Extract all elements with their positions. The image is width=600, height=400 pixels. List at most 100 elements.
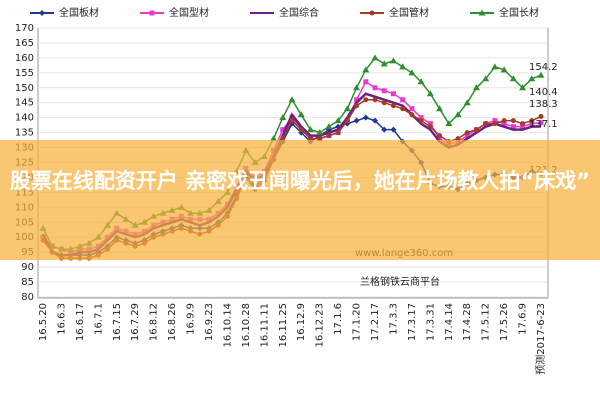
marker xyxy=(473,127,479,133)
marker xyxy=(307,136,313,142)
marker xyxy=(306,126,314,133)
marker xyxy=(353,117,360,124)
marker xyxy=(363,79,369,85)
marker xyxy=(510,118,516,124)
marker xyxy=(372,85,378,91)
marker xyxy=(39,10,45,16)
marker xyxy=(510,124,516,130)
marker xyxy=(417,78,425,85)
x-tick-label: 16.6.3 xyxy=(56,303,67,335)
marker xyxy=(389,57,397,64)
end-label: 154.2 xyxy=(529,62,558,73)
x-tick-label: 17.3.31 xyxy=(425,303,436,341)
marker xyxy=(437,133,443,139)
x-tick-label: 16.12.9 xyxy=(296,303,307,341)
marker xyxy=(427,121,433,127)
end-label: 137.1 xyxy=(529,119,558,130)
y-tick-label: 170 xyxy=(15,23,34,34)
marker xyxy=(289,118,295,124)
marker xyxy=(400,97,406,103)
legend-label: 全国长材 xyxy=(499,6,539,19)
marker xyxy=(390,126,397,133)
marker xyxy=(520,121,526,127)
marker xyxy=(464,130,470,136)
marker xyxy=(317,136,323,142)
marker xyxy=(418,115,424,121)
marker xyxy=(483,121,489,127)
x-tick-label: 17.1.20 xyxy=(352,303,363,341)
marker xyxy=(519,84,527,91)
x-tick-label: 16.8.12 xyxy=(149,303,160,341)
y-tick-label: 150 xyxy=(15,83,34,94)
x-tick-label: 17.2.17 xyxy=(370,303,381,341)
marker xyxy=(454,111,462,118)
marker xyxy=(354,103,360,109)
y-tick-label: 160 xyxy=(15,53,34,64)
x-tick-label: 17.3.17 xyxy=(407,303,418,341)
x-tick-label: 16.10.28 xyxy=(241,303,252,348)
marker xyxy=(325,123,333,130)
marker xyxy=(390,91,396,97)
marker xyxy=(390,103,396,109)
marker xyxy=(427,124,433,130)
legend-label: 全国型材 xyxy=(169,6,209,19)
marker xyxy=(353,84,361,91)
marker xyxy=(445,120,453,127)
x-tick-label: 16.9.23 xyxy=(204,303,215,341)
x-tick-label: 17.5.26 xyxy=(499,303,510,341)
x-tick-label: 16.7.15 xyxy=(112,303,123,341)
marker xyxy=(326,133,332,139)
x-tick-label: 17.5.12 xyxy=(481,303,492,341)
overlay-band xyxy=(0,140,600,260)
x-tick-label: 16.11.25 xyxy=(278,303,289,348)
marker xyxy=(380,60,388,67)
marker xyxy=(492,121,498,127)
marker xyxy=(436,105,444,112)
end-label: 140.4 xyxy=(529,87,558,98)
marker xyxy=(426,90,434,97)
marker xyxy=(408,69,416,76)
marker xyxy=(538,120,544,126)
marker xyxy=(362,114,369,121)
x-tick-label: 16.12.23 xyxy=(315,303,326,348)
marker xyxy=(149,10,155,16)
marker xyxy=(288,96,296,103)
legend-label: 全国管材 xyxy=(389,6,429,19)
y-tick-label: 165 xyxy=(15,38,34,49)
marker xyxy=(280,127,286,133)
marker xyxy=(316,129,324,136)
x-tick-label: 17.6.9 xyxy=(518,303,529,335)
marker xyxy=(372,117,378,124)
y-tick-label: 85 xyxy=(21,277,34,288)
x-tick-label: 16.10.14 xyxy=(222,303,233,348)
marker xyxy=(500,66,508,73)
source: 兰格钢铁云商平台 xyxy=(360,275,440,288)
marker xyxy=(280,136,286,142)
y-tick-label: 155 xyxy=(15,68,34,79)
marker xyxy=(492,118,498,124)
y-tick-label: 145 xyxy=(15,98,34,109)
x-tick-label: 16.11.11 xyxy=(259,303,270,348)
marker xyxy=(279,114,287,121)
marker xyxy=(529,121,535,127)
marker xyxy=(491,63,499,70)
marker xyxy=(509,75,517,82)
marker xyxy=(399,63,407,70)
marker xyxy=(371,54,379,61)
marker xyxy=(478,9,486,16)
x-tick-label: 16.7.1 xyxy=(93,303,104,335)
marker xyxy=(538,113,544,119)
marker xyxy=(400,106,406,112)
marker xyxy=(362,66,370,73)
marker xyxy=(528,75,536,82)
marker xyxy=(354,97,360,103)
legend-label: 全国综合 xyxy=(279,6,319,19)
marker xyxy=(297,111,305,118)
y-tick-label: 140 xyxy=(15,113,34,124)
y-tick-label: 90 xyxy=(21,262,34,273)
marker xyxy=(437,136,443,142)
marker xyxy=(409,106,415,112)
marker xyxy=(501,118,507,124)
overlay-text: 股票在线配资开户 亲密戏丑闻曝光后，她在片场教人拍“床戏” xyxy=(10,169,590,193)
x-tick-label: 16.8.26 xyxy=(167,303,178,341)
